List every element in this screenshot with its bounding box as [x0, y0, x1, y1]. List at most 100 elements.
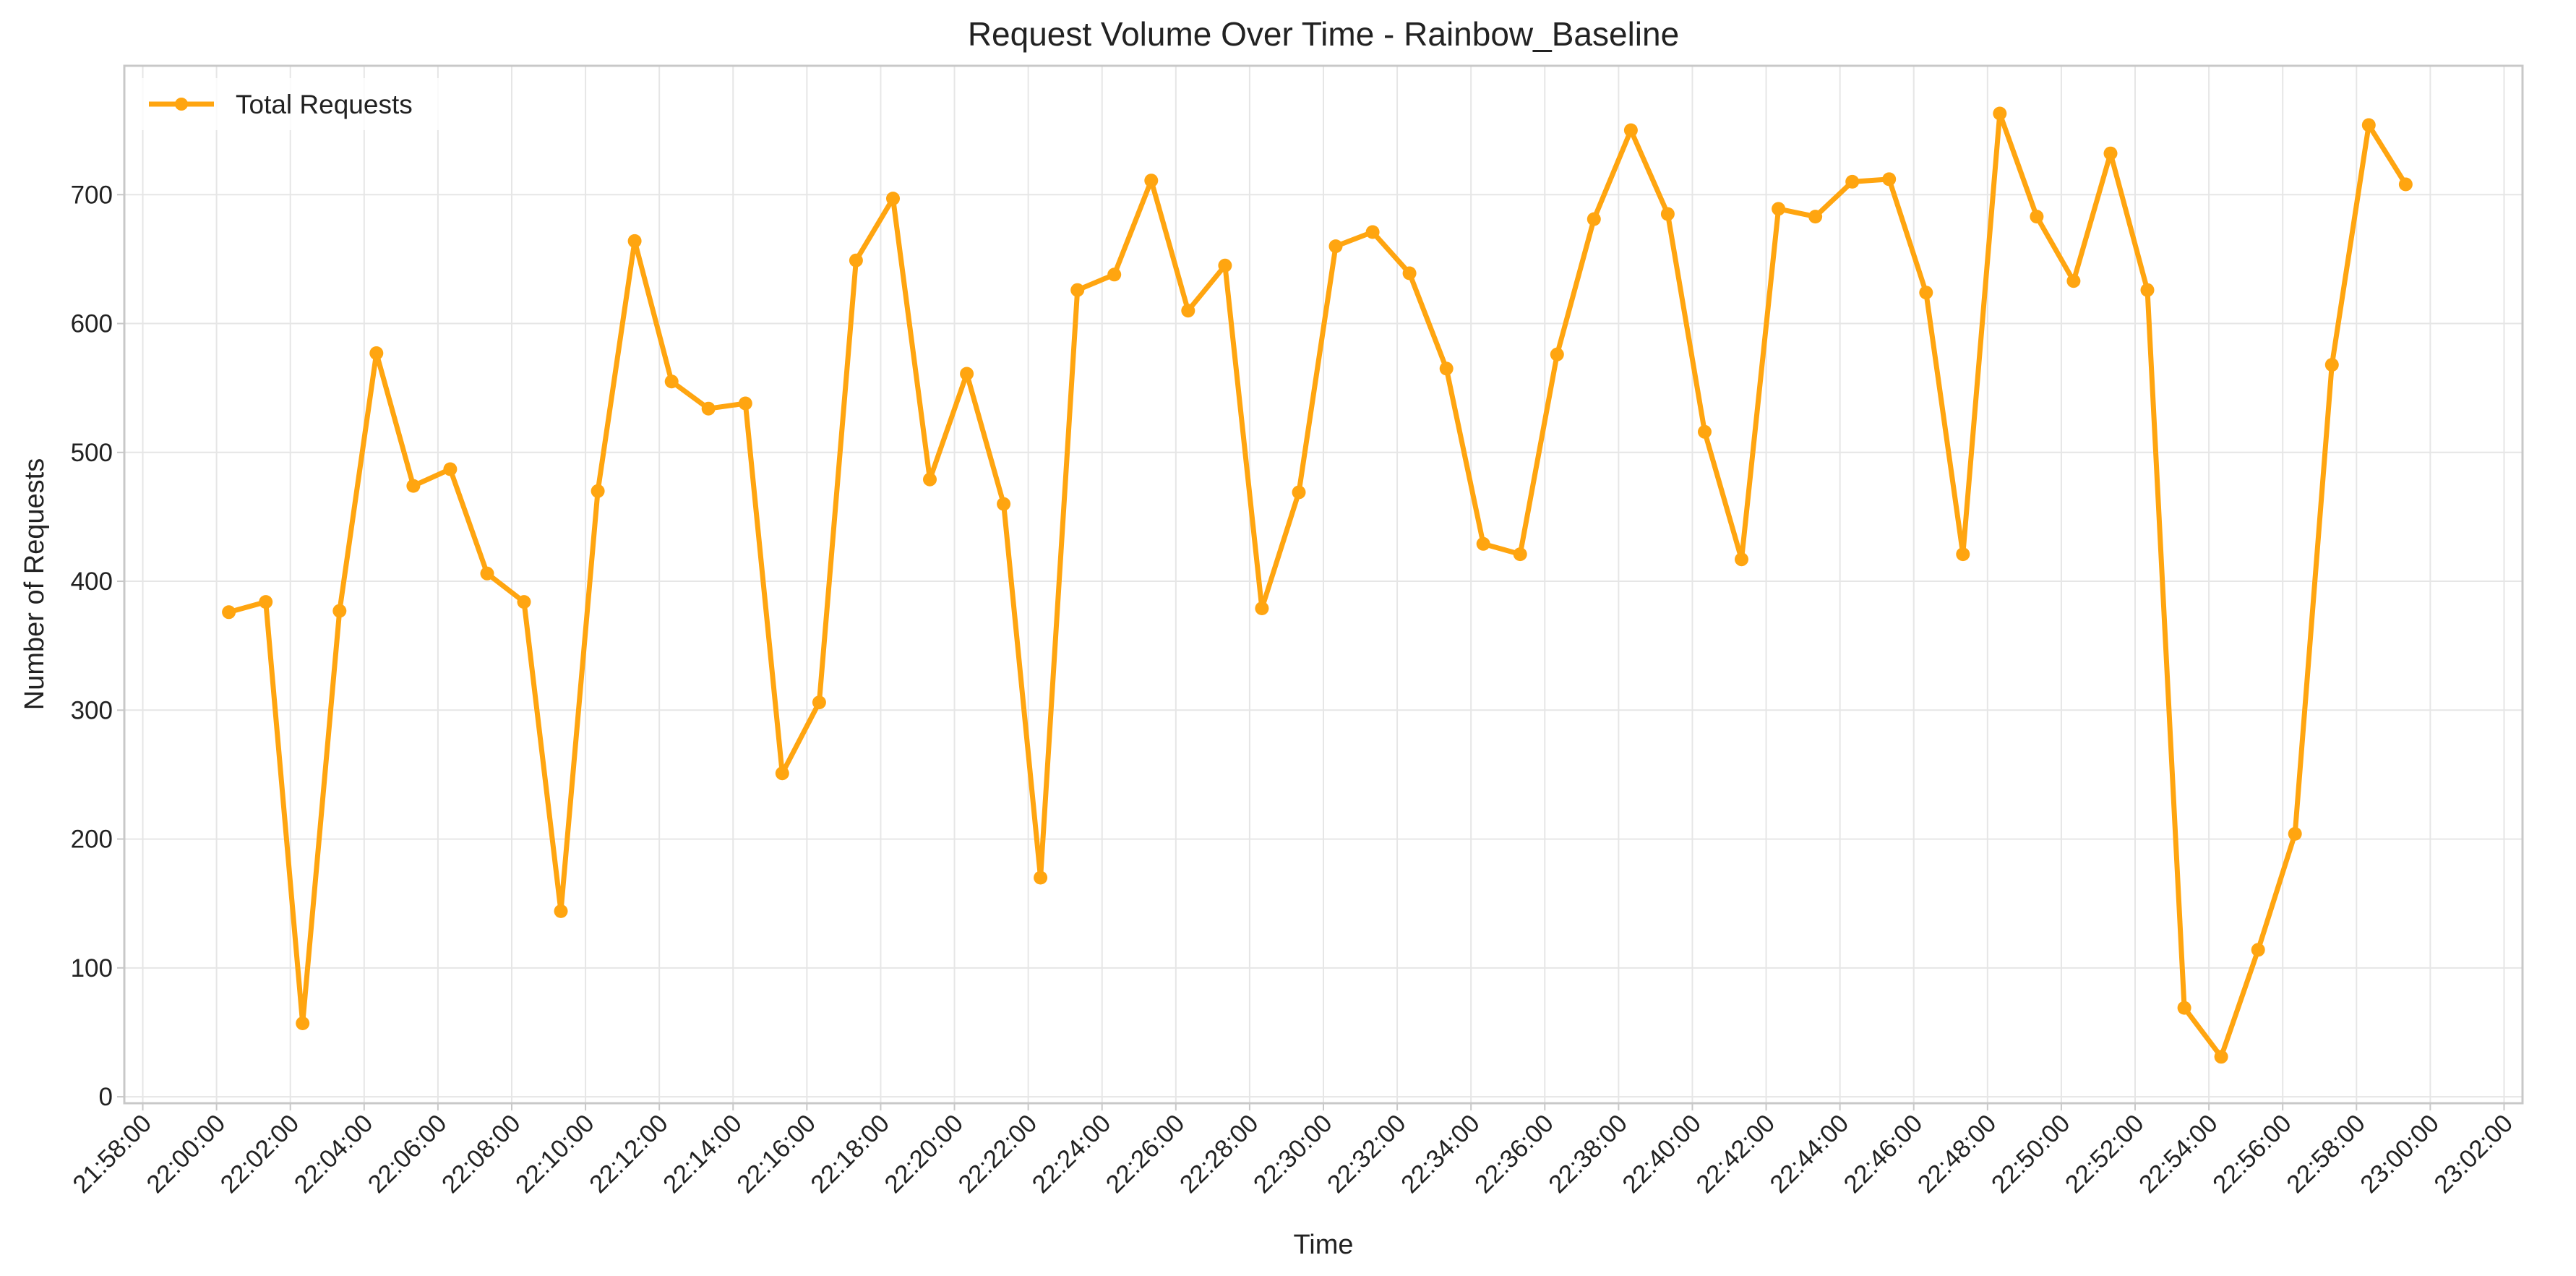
chart-title: Request Volume Over Time - Rainbow_Basel…	[968, 15, 1679, 53]
data-point	[1328, 239, 1343, 254]
x-tick-label: 22:14:00	[658, 1109, 747, 1199]
x-tick-label: 22:38:00	[1543, 1109, 1633, 1199]
x-tick-label: 22:08:00	[437, 1109, 526, 1199]
x-tick-label: 22:26:00	[1101, 1109, 1190, 1199]
series-line	[226, 111, 2408, 1060]
data-point	[2324, 358, 2339, 372]
x-tick-label: 22:30:00	[1248, 1109, 1338, 1199]
data-point	[1513, 547, 1527, 562]
data-point	[997, 497, 1011, 511]
data-point	[1292, 485, 1306, 500]
data-point	[1550, 347, 1564, 361]
data-point	[2361, 118, 2376, 132]
data-point	[369, 346, 384, 360]
data-point	[2030, 210, 2044, 224]
x-tick-label: 23:02:00	[2429, 1109, 2518, 1199]
data-point	[1808, 210, 1823, 224]
data-point	[1660, 207, 1675, 221]
data-point	[701, 401, 716, 416]
data-point	[1144, 174, 1159, 188]
data-point	[1070, 283, 1085, 297]
x-tick-label: 22:16:00	[731, 1109, 821, 1199]
x-tick-label: 22:32:00	[1322, 1109, 1412, 1199]
x-tick-label: 22:48:00	[1912, 1109, 2002, 1199]
legend-label: Total Requests	[236, 90, 413, 119]
x-tick-label: 22:22:00	[953, 1109, 1042, 1199]
x-tick-label: 22:44:00	[1764, 1109, 1854, 1199]
data-point	[627, 234, 642, 248]
data-point	[960, 367, 974, 381]
data-point	[1439, 361, 1454, 376]
data-point	[1402, 266, 1417, 281]
x-tick-label: 22:10:00	[510, 1109, 600, 1199]
data-point	[1034, 870, 1048, 885]
data-point	[2103, 146, 2118, 160]
data-point	[1956, 547, 1970, 562]
data-point	[1772, 202, 1786, 216]
data-point	[2140, 283, 2155, 297]
x-tick-label: 22:20:00	[879, 1109, 969, 1199]
data-point	[259, 595, 273, 609]
x-tick-label: 22:18:00	[805, 1109, 895, 1199]
data-point	[2398, 177, 2413, 192]
data-point	[1845, 174, 1860, 189]
data-point	[332, 604, 347, 618]
data-point	[775, 766, 789, 781]
data-point	[2177, 1001, 2191, 1015]
data-point	[2251, 943, 2265, 957]
data-point	[923, 472, 937, 487]
x-tick-label: 21:58:00	[67, 1109, 157, 1199]
data-point	[222, 605, 236, 620]
data-point	[1107, 267, 1122, 282]
data-point	[1698, 424, 1712, 439]
data-point	[406, 479, 421, 493]
x-tick-label: 22:06:00	[363, 1109, 452, 1199]
x-tick-label: 22:54:00	[2134, 1109, 2223, 1199]
x-tick-label: 22:28:00	[1175, 1109, 1264, 1199]
data-point	[886, 192, 900, 206]
legend: Total Requests	[137, 78, 470, 130]
data-point	[2288, 826, 2302, 841]
data-point	[1218, 258, 1232, 273]
data-point	[1476, 536, 1490, 551]
x-tick-label: 22:02:00	[215, 1109, 304, 1199]
data-point	[554, 904, 568, 918]
data-point	[1993, 106, 2007, 121]
data-point	[1365, 225, 1380, 239]
x-tick-label: 22:50:00	[1986, 1109, 2076, 1199]
data-point	[1587, 212, 1601, 226]
y-axis-label: Number of Requests	[20, 458, 50, 711]
series-total-requests	[222, 106, 2413, 1064]
x-tick-label: 22:12:00	[584, 1109, 674, 1199]
y-tick-label: 700	[71, 181, 113, 209]
data-point	[591, 484, 605, 498]
data-point	[2066, 274, 2081, 288]
y-tick-label: 500	[71, 439, 113, 467]
data-point	[664, 374, 679, 389]
x-tick-label: 22:42:00	[1691, 1109, 1780, 1199]
x-tick-label: 23:00:00	[2355, 1109, 2444, 1199]
data-point	[1919, 286, 1933, 300]
x-axis-label: Time	[1293, 1230, 1353, 1260]
data-point	[443, 462, 458, 476]
x-tick-label: 22:04:00	[289, 1109, 379, 1199]
gridlines	[124, 66, 2523, 1103]
y-tick-label: 600	[71, 310, 113, 338]
data-point	[296, 1016, 310, 1030]
data-point	[517, 595, 531, 609]
x-tick-label: 22:56:00	[2207, 1109, 2297, 1199]
data-point	[812, 695, 826, 710]
y-tick-label: 0	[99, 1083, 113, 1111]
data-point	[2214, 1050, 2228, 1064]
data-point	[1735, 552, 1748, 567]
y-tick-label: 300	[71, 696, 113, 724]
data-point	[1882, 172, 1897, 187]
x-tick-label: 22:34:00	[1396, 1109, 1485, 1199]
x-tick-label: 22:40:00	[1617, 1109, 1706, 1199]
x-tick-label: 22:36:00	[1469, 1109, 1559, 1199]
x-tick-label: 22:46:00	[1838, 1109, 1928, 1199]
data-point	[1255, 601, 1269, 615]
data-point	[1623, 123, 1638, 137]
